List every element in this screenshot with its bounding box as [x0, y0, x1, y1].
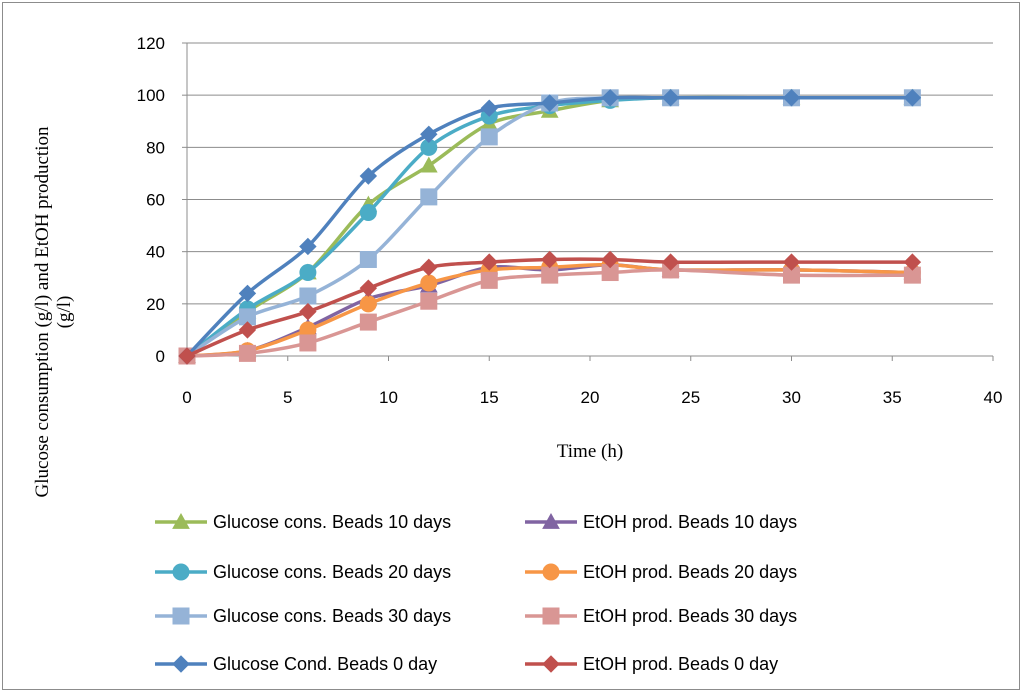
data-point — [601, 89, 619, 107]
y-tick-label: 80 — [146, 138, 165, 157]
series-0 — [178, 88, 922, 363]
legend-label: Glucose Cond. Beads 0 day — [213, 654, 437, 674]
legend: Glucose cons. Beads 10 days EtOH prod. Be… — [155, 512, 797, 674]
x-tick-label: 5 — [283, 388, 292, 407]
y-tick-label: 120 — [137, 34, 165, 53]
series-lines — [178, 88, 922, 365]
legend-label: Glucose cons. Beads 10 days — [213, 512, 451, 532]
data-point — [480, 128, 498, 146]
legend-label: EtOH prod. Beads 20 days — [583, 562, 797, 582]
x-tick-label: 40 — [984, 388, 1003, 407]
legend-marker — [542, 512, 560, 529]
x-tick-label: 15 — [480, 388, 499, 407]
data-point — [661, 89, 680, 107]
data-point — [903, 89, 922, 107]
data-point — [480, 271, 498, 289]
data-point — [299, 302, 317, 321]
data-point — [420, 125, 438, 143]
legend-marker — [172, 512, 190, 529]
legend-marker — [172, 607, 190, 625]
data-point — [299, 264, 317, 282]
legend-marker — [172, 655, 190, 673]
legend-label: Glucose cons. Beads 30 days — [213, 606, 451, 626]
y-axis-title: Glucose consumption (g/l) and EtOH produ… — [32, 126, 75, 497]
data-point — [359, 313, 377, 331]
data-point — [420, 188, 438, 206]
legend-entry: EtOH prod. Beads 20 days — [525, 562, 797, 582]
series-4 — [178, 89, 921, 365]
legend-entry: Glucose cons. Beads 30 days — [155, 606, 451, 626]
x-tick-label: 10 — [379, 388, 398, 407]
data-point — [782, 253, 801, 271]
data-point — [782, 89, 801, 107]
data-point — [420, 292, 438, 310]
legend-marker — [542, 563, 560, 581]
data-point — [903, 253, 922, 271]
data-point — [178, 347, 196, 365]
x-tick-label: 35 — [883, 388, 902, 407]
y-tick-label: 0 — [156, 347, 165, 366]
legend-label: EtOH prod. Beads 30 days — [583, 606, 797, 626]
y-tick-labels: 0 20 40 60 80 100 120 — [137, 34, 165, 366]
legend-entry: EtOH prod. Beads 10 days — [525, 512, 797, 532]
data-point — [238, 344, 256, 362]
y-tick-label: 20 — [146, 295, 165, 314]
series-5 — [178, 261, 921, 365]
data-point — [480, 99, 498, 117]
data-point — [299, 287, 317, 305]
x-tick-label: 25 — [681, 388, 700, 407]
legend-marker — [542, 607, 560, 625]
x-tick-labels: 0 5 10 15 20 25 30 35 40 — [182, 388, 1002, 407]
x-axis-title: Time (h) — [557, 441, 623, 462]
legend-label: EtOH prod. Beads 10 days — [583, 512, 797, 532]
y-tick-label: 60 — [146, 191, 165, 210]
data-point — [661, 253, 680, 271]
data-point — [359, 279, 378, 297]
data-point — [480, 253, 498, 271]
y-tick-label: 100 — [137, 86, 165, 105]
legend-entry: Glucose cons. Beads 10 days — [155, 512, 451, 532]
data-point — [540, 250, 559, 269]
data-point — [420, 258, 438, 277]
y-tick-label: 40 — [146, 243, 165, 262]
data-point — [420, 274, 438, 292]
legend-marker — [172, 563, 190, 581]
data-point — [238, 284, 257, 303]
data-point — [359, 167, 378, 185]
data-point — [419, 156, 438, 173]
series-2 — [178, 89, 921, 365]
legend-label: Glucose cons. Beads 20 days — [213, 562, 451, 582]
legend-entry: Glucose cons. Beads 20 days — [155, 562, 451, 582]
series-6 — [178, 89, 922, 365]
legend-label: EtOH prod. Beads 0 day — [583, 654, 778, 674]
legend-entry: Glucose Cond. Beads 0 day — [155, 654, 437, 674]
x-tick-label: 20 — [581, 388, 600, 407]
data-point — [601, 250, 619, 269]
data-point — [359, 250, 377, 268]
data-point — [540, 94, 559, 112]
data-point — [359, 295, 377, 313]
y-axis-title-line2: (g/l) — [54, 296, 75, 329]
x-tick-label: 30 — [782, 388, 801, 407]
x-tick-label: 0 — [182, 388, 191, 407]
data-point — [541, 266, 559, 284]
data-point — [299, 334, 317, 352]
gridlines — [187, 42, 993, 305]
data-point — [238, 321, 257, 339]
data-point — [299, 237, 317, 256]
legend-marker — [542, 655, 560, 673]
legend-entry: EtOH prod. Beads 30 days — [525, 606, 797, 626]
legend-entry: EtOH prod. Beads 0 day — [525, 654, 778, 674]
y-axis-title-line1: Glucose consumption (g/l) and EtOH produ… — [32, 126, 53, 497]
series-7 — [178, 250, 922, 365]
data-point — [359, 204, 377, 222]
